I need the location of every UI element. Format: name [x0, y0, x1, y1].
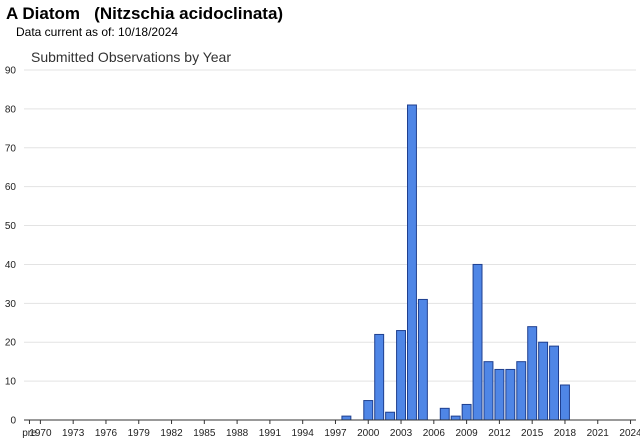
- bar-2008: [450, 415, 461, 421]
- bar-2009: [461, 403, 472, 421]
- bar-2018: [560, 384, 570, 421]
- x-tick-label: 1988: [226, 428, 249, 439]
- y-tick-label: 0: [10, 416, 16, 427]
- x-tick-label: 2012: [488, 428, 511, 439]
- bar-2005: [417, 298, 428, 421]
- bar-2012: [494, 368, 505, 421]
- bar-2001: [374, 333, 385, 421]
- x-tick-label: 1970: [29, 428, 52, 439]
- x-tick-label: 1979: [128, 428, 151, 439]
- bar-2017: [549, 345, 559, 421]
- y-tick-label: 70: [5, 143, 17, 154]
- y-tick-label: 90: [5, 66, 17, 77]
- x-tick-label: 1994: [292, 428, 315, 439]
- y-tick-label: 10: [5, 377, 17, 388]
- x-tick-label: 1991: [259, 428, 282, 439]
- y-tick-label: 50: [5, 221, 17, 232]
- bar-2007: [439, 407, 450, 421]
- y-tick-label: 30: [5, 299, 17, 310]
- x-tick-label: 2000: [357, 428, 380, 439]
- species-title: A Diatom (Nitzschia acidoclinata): [6, 4, 284, 23]
- x-tick-label: 1973: [62, 428, 85, 439]
- bar-2011: [483, 361, 494, 421]
- x-tick-label: 2009: [455, 428, 478, 439]
- x-tick-label: 1976: [95, 428, 118, 439]
- bar-2010: [472, 263, 483, 421]
- bar-2014: [516, 361, 527, 421]
- grid-lines: [24, 69, 636, 382]
- bar-2015: [527, 326, 538, 421]
- x-tick-label: pre: [22, 428, 37, 439]
- chart-title: Submitted Observations by Year: [31, 49, 232, 65]
- bar-2013: [505, 368, 516, 421]
- y-tick-label: 80: [5, 104, 17, 115]
- bar-2004: [407, 104, 417, 421]
- x-tick-label: 2015: [521, 428, 544, 439]
- x-tick-label: 2018: [554, 428, 577, 439]
- x-tick-label: 1982: [160, 428, 183, 439]
- x-tick-label: 2003: [390, 428, 413, 439]
- bar-1998: [341, 415, 352, 421]
- x-tick-label: 2024: [619, 428, 640, 439]
- x-tick-label: 1985: [193, 428, 216, 439]
- x-tick-label: 2021: [587, 428, 610, 439]
- x-tick-label: 2006: [423, 428, 446, 439]
- bar-2016: [538, 341, 549, 421]
- bars: [341, 104, 570, 421]
- y-tick-label: 40: [5, 260, 17, 271]
- x-tick-label: 1997: [324, 428, 347, 439]
- y-axis-ticks: 0 10 20 30 40 50 60 70 80 90: [5, 66, 17, 427]
- bar-2002: [385, 411, 396, 421]
- data-current-date: Data current as of: 10/18/2024: [16, 25, 179, 39]
- bar-2000: [363, 400, 374, 421]
- y-tick-label: 60: [5, 182, 17, 193]
- y-tick-label: 20: [5, 338, 17, 349]
- bar-2003: [396, 330, 407, 421]
